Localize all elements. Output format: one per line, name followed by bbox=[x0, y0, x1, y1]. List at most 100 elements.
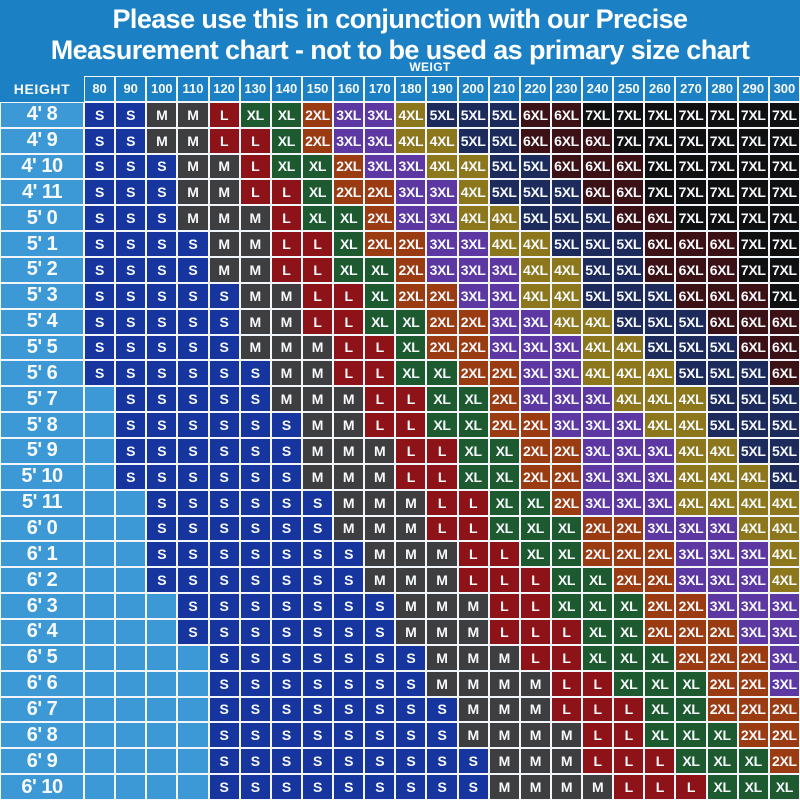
size-cell: M bbox=[301, 438, 334, 464]
size-cell: 3XL bbox=[768, 644, 800, 671]
size-cell: M bbox=[426, 541, 458, 568]
size-cell: M bbox=[364, 515, 396, 542]
size-cell: 4XL bbox=[706, 463, 738, 490]
size-cell: S bbox=[239, 619, 271, 645]
size-cell: M bbox=[177, 127, 209, 154]
size-cell: L bbox=[519, 619, 551, 645]
size-cell: S bbox=[239, 748, 271, 775]
size-cell: M bbox=[395, 515, 427, 542]
size-cell: M bbox=[270, 334, 302, 361]
size-cell: 3XL bbox=[613, 489, 645, 516]
empty-cell bbox=[84, 386, 116, 413]
size-cell: S bbox=[270, 670, 302, 697]
size-cell: S bbox=[115, 412, 147, 438]
size-cell: 4XL bbox=[613, 386, 645, 413]
size-cell: S bbox=[270, 541, 302, 568]
size-cell: S bbox=[270, 644, 302, 671]
size-cell: 6XL bbox=[675, 257, 707, 283]
empty-cell bbox=[177, 722, 209, 749]
size-cell: M bbox=[488, 722, 520, 749]
size-cell: 7XL bbox=[706, 205, 738, 232]
size-cell: M bbox=[395, 567, 427, 594]
height-label: 5' 10 bbox=[0, 463, 84, 490]
size-cell: 4XL bbox=[644, 360, 676, 387]
size-cell: XL bbox=[613, 619, 645, 645]
size-cell: 2XL bbox=[582, 541, 614, 568]
size-cell: 5XL bbox=[706, 334, 738, 361]
empty-cell bbox=[115, 670, 147, 697]
empty-cell bbox=[177, 670, 209, 697]
size-cell: S bbox=[270, 722, 302, 749]
size-cell: 7XL bbox=[675, 127, 707, 154]
size-cell: XL bbox=[706, 722, 738, 749]
size-cell: XL bbox=[737, 774, 769, 800]
size-cell: XL bbox=[426, 360, 458, 387]
size-cell: S bbox=[177, 541, 209, 568]
size-cell: L bbox=[675, 774, 707, 800]
size-cell: S bbox=[270, 774, 302, 800]
size-cell: S bbox=[364, 722, 396, 749]
size-cell: S bbox=[239, 593, 271, 619]
size-cell: 7XL bbox=[737, 257, 769, 283]
size-cell: 4XL bbox=[768, 541, 800, 568]
size-cell: M bbox=[208, 153, 240, 180]
size-cell: L bbox=[364, 386, 396, 413]
weight-header: 140 bbox=[270, 76, 302, 102]
size-cell: 7XL bbox=[768, 205, 800, 232]
size-cell: S bbox=[301, 670, 334, 697]
height-label: 6' 2 bbox=[0, 567, 84, 594]
size-cell: XL bbox=[582, 619, 614, 645]
size-cell: M bbox=[457, 619, 489, 645]
size-cell: S bbox=[84, 231, 116, 257]
size-cell: M bbox=[457, 670, 489, 697]
size-cell: XL bbox=[270, 101, 302, 128]
size-cell: XL bbox=[395, 360, 427, 387]
empty-cell bbox=[115, 515, 147, 542]
size-cell: XL bbox=[644, 722, 676, 749]
size-cell: 4XL bbox=[737, 489, 769, 516]
size-cell: 4XL bbox=[675, 463, 707, 490]
empty-cell bbox=[115, 541, 147, 568]
size-cell: S bbox=[146, 360, 178, 387]
height-label: 5' 4 bbox=[0, 308, 84, 335]
size-cell: S bbox=[146, 541, 178, 568]
size-cell: 7XL bbox=[582, 101, 614, 128]
size-cell: S bbox=[146, 412, 178, 438]
size-cell: M bbox=[488, 748, 520, 775]
size-cell: 4XL bbox=[519, 282, 551, 309]
size-cell: M bbox=[239, 282, 271, 309]
size-cell: XL bbox=[644, 696, 676, 723]
size-cell: S bbox=[177, 619, 209, 645]
size-cell: 5XL bbox=[613, 257, 645, 283]
size-cell: 7XL bbox=[644, 153, 676, 180]
size-cell: 5XL bbox=[737, 360, 769, 387]
size-cell: XL bbox=[426, 386, 458, 413]
size-cell: 4XL bbox=[457, 153, 489, 180]
size-cell: S bbox=[333, 774, 365, 800]
size-cell: S bbox=[146, 257, 178, 283]
size-cell: L bbox=[457, 515, 489, 542]
size-cell: 2XL bbox=[706, 670, 738, 697]
size-cell: L bbox=[582, 670, 614, 697]
size-cell: M bbox=[582, 774, 614, 800]
size-cell: XL bbox=[550, 541, 583, 568]
size-cell: S bbox=[146, 489, 178, 516]
empty-cell bbox=[146, 722, 178, 749]
size-cell: S bbox=[270, 515, 302, 542]
size-cell: 3XL bbox=[426, 231, 458, 257]
size-cell: 3XL bbox=[395, 179, 427, 206]
size-cell: M bbox=[519, 774, 551, 800]
size-cell: 2XL bbox=[488, 360, 520, 387]
size-cell: L bbox=[426, 489, 458, 516]
height-label: 5' 7 bbox=[0, 386, 84, 413]
size-cell: M bbox=[301, 334, 334, 361]
size-cell: L bbox=[582, 722, 614, 749]
size-cell: XL bbox=[706, 774, 738, 800]
size-cell: S bbox=[115, 438, 147, 464]
size-cell: S bbox=[395, 644, 427, 671]
size-cell: 2XL bbox=[550, 463, 583, 490]
size-cell: S bbox=[239, 774, 271, 800]
size-cell: 3XL bbox=[488, 257, 520, 283]
size-cell: 5XL bbox=[582, 257, 614, 283]
size-cell: S bbox=[364, 644, 396, 671]
